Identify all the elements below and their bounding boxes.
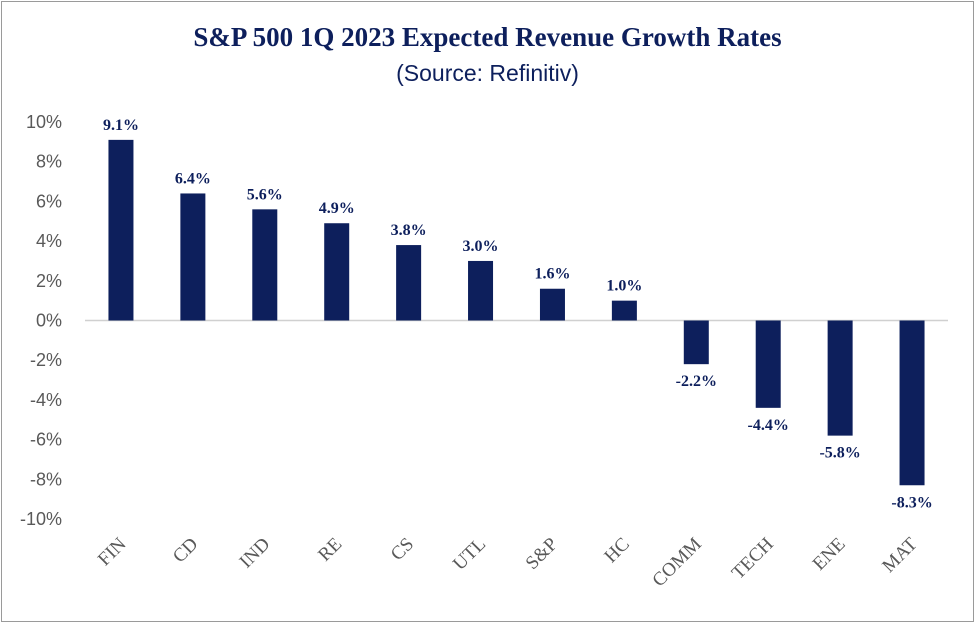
bar-cd [180,193,206,321]
bar-utl [468,260,494,321]
data-label: -8.3% [891,494,932,511]
y-tick-label: -8% [30,469,62,489]
data-label: 1.0% [606,278,642,295]
x-tick-label: COMM [648,534,705,591]
bar-fin [108,139,134,321]
x-tick-label: S&P [522,534,562,574]
bar-cs [396,245,422,321]
chart-subtitle: (Source: Refinitiv) [396,60,579,86]
x-tick-label: HC [600,534,634,568]
data-label: -2.2% [676,373,717,390]
x-tick-label: ENE [809,534,850,575]
data-label: 1.6% [534,266,570,283]
x-tick-label: MAT [878,533,921,576]
bar-ind [252,209,278,321]
bar-hc [611,300,637,321]
bar-sp [539,288,565,321]
x-tick-label: CD [169,534,203,568]
y-tick-label: 10% [26,112,62,132]
y-tick-label: -4% [30,390,62,410]
x-tick-label: FIN [94,533,131,570]
y-tick-label: 4% [36,231,62,251]
bar-mat [899,320,925,486]
x-tick-label: UTL [449,534,490,575]
data-label: 6.4% [175,170,211,187]
data-label: 5.6% [247,186,283,203]
data-label: -5.8% [819,445,860,462]
data-label: 4.9% [319,200,355,217]
data-label: 9.1% [103,117,139,134]
y-tick-label: 8% [36,152,62,172]
data-label: 3.0% [463,238,499,255]
x-tick-label: IND [236,534,275,573]
chart-title: S&P 500 1Q 2023 Expected Revenue Growth … [193,22,782,52]
y-tick-label: -10% [20,509,62,529]
bar-re [324,223,350,321]
bar-ene [827,320,853,436]
y-tick-label: 2% [36,271,62,291]
y-tick-label: 6% [36,191,62,211]
y-tick-label: -2% [30,350,62,370]
x-tick-label: CS [387,534,418,565]
x-tick-label: RE [314,534,346,566]
y-tick-label: -6% [30,430,62,450]
y-tick-label: 0% [36,311,62,331]
bar-tech [755,320,781,408]
x-tick-label: TECH [728,533,778,583]
data-label: -4.4% [748,417,789,434]
bar-comm [683,320,709,365]
data-label: 3.8% [391,222,427,239]
